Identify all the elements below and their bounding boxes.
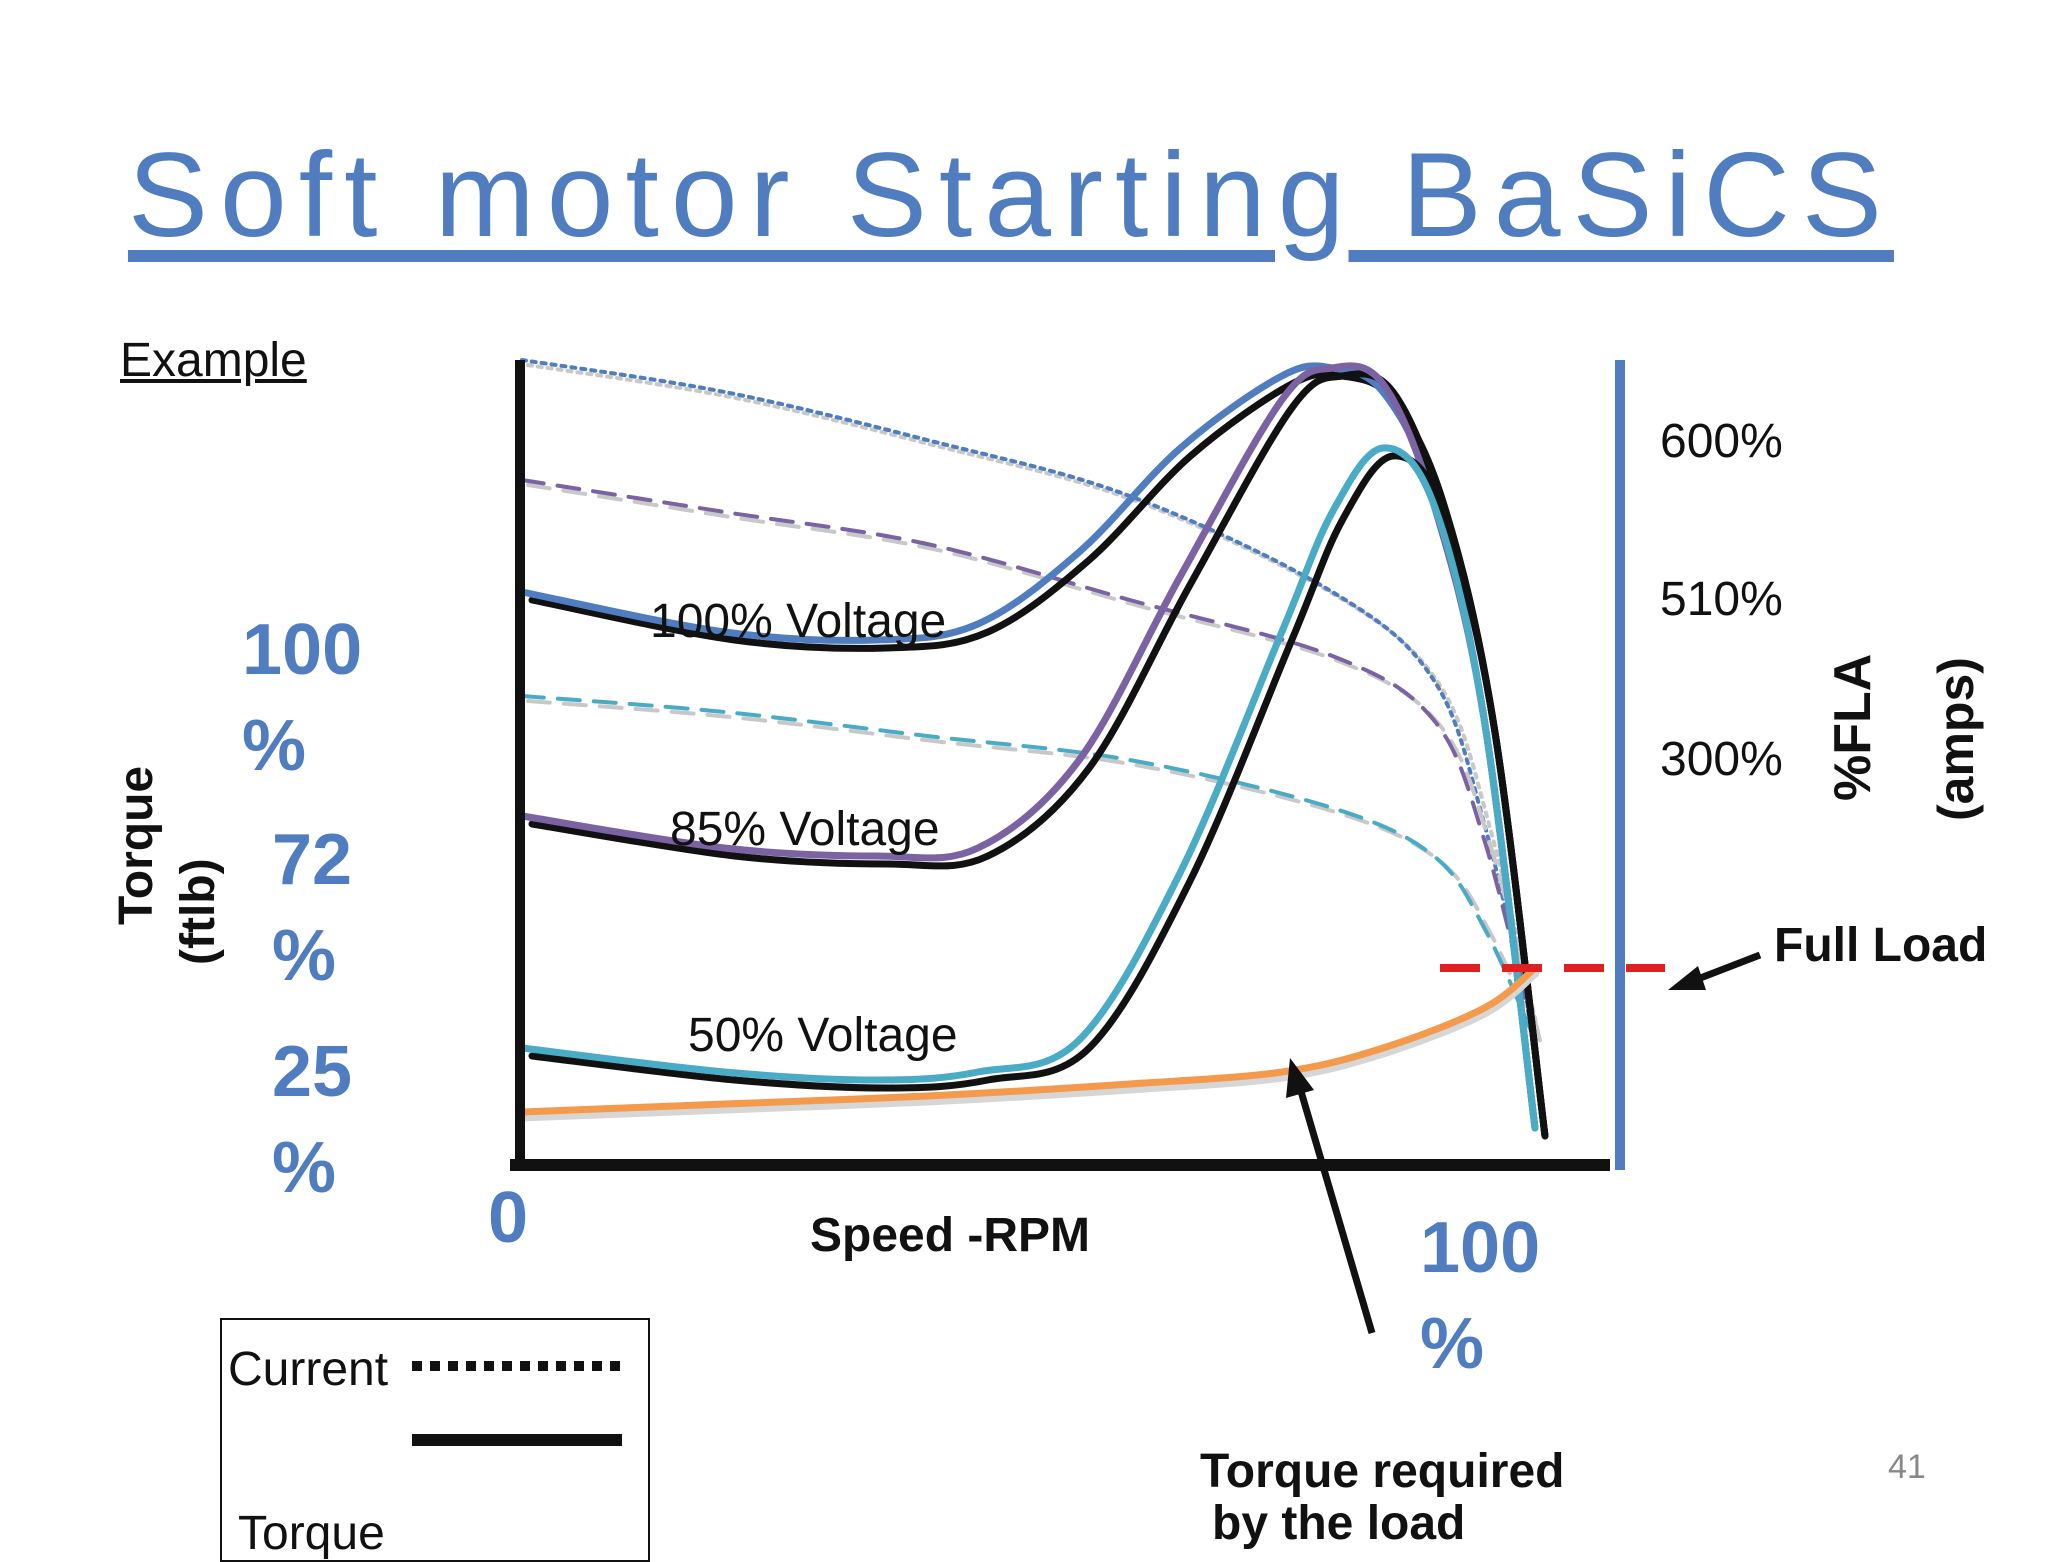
slide-subtitle: Example xyxy=(120,334,307,387)
load-curve xyxy=(517,964,1540,1122)
label-85-voltage: 85% Voltage xyxy=(670,803,940,856)
85-voltage-current-line xyxy=(520,478,1537,1042)
slide-title: Soft motor Starting BaSiCS xyxy=(128,128,1894,262)
y-tick-100: 100 % xyxy=(242,610,363,786)
y-tick-25: 25 % xyxy=(272,1032,353,1208)
load-torque-arrow xyxy=(1286,1058,1376,1334)
full-load-label: Full Load xyxy=(1774,919,1988,972)
50-voltage-torque-shadow xyxy=(528,452,1549,1140)
torque-curves xyxy=(518,362,1549,1140)
x-axis-title: Speed -RPM xyxy=(810,1209,1091,1262)
legend-current-swatch xyxy=(412,1361,622,1371)
85-voltage-torque-shadow xyxy=(528,370,1549,1140)
right-axis-title-line2: (amps) xyxy=(1928,657,1984,821)
legend-current-label: Current xyxy=(228,1343,389,1396)
chart-legend: Current Torque xyxy=(220,1318,650,1562)
right-tick-510: 510% xyxy=(1660,573,1783,626)
right-tick-600: 600% xyxy=(1660,415,1783,468)
50-voltage-torque-line xyxy=(518,444,1539,1132)
50-voltage-current-line xyxy=(520,694,1537,1042)
x-tick-0: 0 xyxy=(488,1178,529,1258)
y-axis-title-line1: Torque xyxy=(110,765,163,925)
right-axis-title-line1: %FLA xyxy=(1824,653,1882,801)
right-tick-300: 300% xyxy=(1660,733,1783,786)
legend-torque-swatch xyxy=(412,1434,622,1446)
load-torque-label-line1: Torque required xyxy=(1200,1445,1565,1498)
100-voltage-torque-shadow xyxy=(528,370,1549,1140)
load-torque-label-line2: by the load xyxy=(1212,1497,1466,1550)
label-100-voltage: 100% Voltage xyxy=(650,595,947,648)
page-number: 41 xyxy=(1888,1448,1926,1486)
torque-required-by-the-load-shadow xyxy=(517,968,1540,1122)
torque-required-by-the-load-line xyxy=(518,964,1539,1116)
y-tick-72: 72 % xyxy=(272,820,353,996)
current-curves xyxy=(520,358,1543,1047)
x-tick-100: 100 % xyxy=(1420,1208,1541,1384)
legend-torque-label: Torque xyxy=(238,1507,385,1560)
label-50-voltage: 50% Voltage xyxy=(688,1009,958,1062)
full-load-arrow xyxy=(1668,951,1762,990)
y-axis-title-line2: (ftlb) xyxy=(172,858,225,965)
50-voltage-current-shadow xyxy=(526,699,1543,1047)
85-voltage-current-shadow xyxy=(526,483,1543,1047)
